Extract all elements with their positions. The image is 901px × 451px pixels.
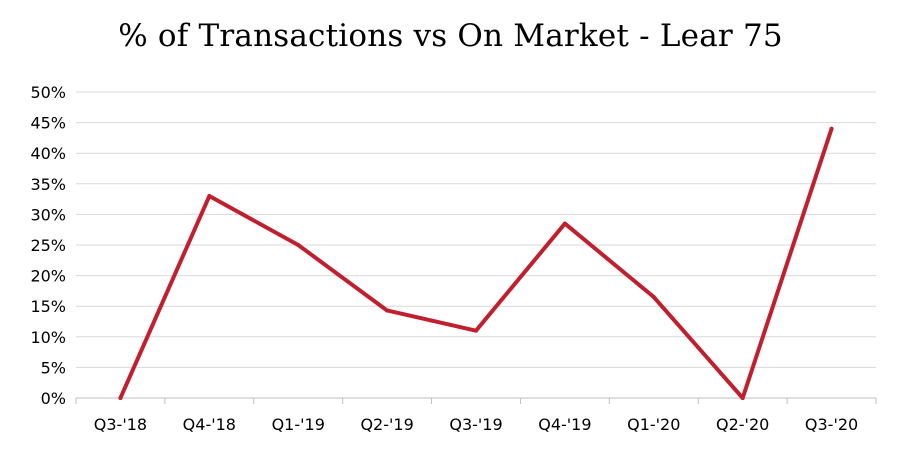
y-tick-label: 50% [30,83,66,102]
y-tick-label: 10% [30,328,66,347]
y-tick-label: 30% [30,205,66,224]
x-tick-label: Q2-'19 [360,415,413,434]
x-tick-label: Q1-'20 [627,415,680,434]
y-tick-label: 45% [30,114,66,133]
y-tick-label: 15% [30,297,66,316]
y-tick-label: 40% [30,144,66,163]
data-point [474,328,478,333]
data-point [296,243,301,247]
x-tick-label: Q3-'18 [94,415,147,434]
data-point [651,295,656,300]
x-tick-label: Q2-'20 [716,415,769,434]
data-point [207,194,212,199]
data-point [829,126,834,131]
y-tick-label: 20% [30,267,66,286]
data-point [118,396,123,400]
y-tick-label: 5% [41,358,66,377]
series-line [118,126,834,400]
y-tick-label: 0% [41,389,66,408]
x-tick-label: Q1-'19 [272,415,325,434]
data-point [385,308,390,313]
x-tick-label: Q3-'19 [449,415,502,434]
y-tick-label: 35% [30,175,66,194]
x-tick-label: Q4-'19 [538,415,591,434]
data-point [740,396,745,400]
chart-title: % of Transactions vs On Market - Lear 75 [118,18,783,54]
x-tick-label: Q4-'18 [183,415,236,434]
y-tick-label: 25% [30,236,66,255]
x-tick-label: Q3-'20 [805,415,858,434]
data-point [562,221,567,226]
